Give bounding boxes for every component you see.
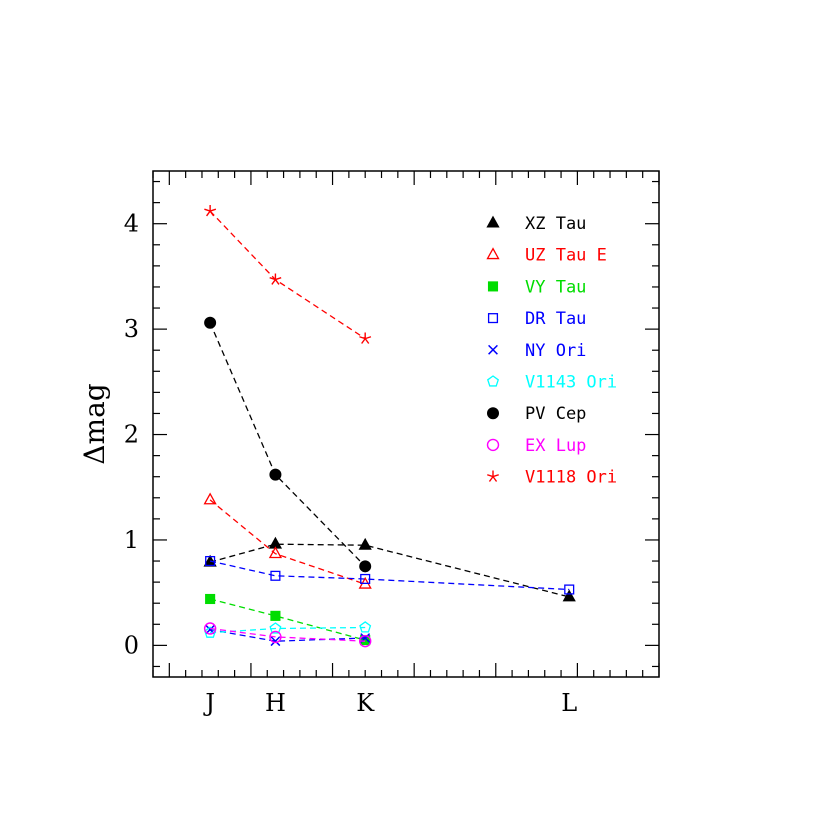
data-point <box>269 630 282 644</box>
legend-item: EX Lup <box>486 436 586 456</box>
legend-label: V1143 Ori <box>525 373 617 393</box>
data-point <box>204 205 217 217</box>
series-xz-tau <box>203 536 576 602</box>
legend-label: PV Cep <box>525 404 586 424</box>
data-point <box>270 610 281 621</box>
legend-marker <box>486 247 500 260</box>
y-tick-label: 2 <box>124 421 139 449</box>
data-point <box>268 546 283 559</box>
series-layer <box>203 205 576 648</box>
y-tick-label: 1 <box>124 526 139 554</box>
y-tick-label: 4 <box>124 210 139 238</box>
legend-item: DR Tau <box>487 309 586 329</box>
data-point <box>269 622 282 634</box>
x-tick-label: H <box>265 689 286 717</box>
legend-item: UZ Tau E <box>486 246 607 266</box>
legend-marker <box>487 375 499 387</box>
legend-label: DR Tau <box>525 309 586 329</box>
legend-marker <box>487 407 499 420</box>
data-point <box>205 555 216 567</box>
data-point <box>562 589 576 602</box>
data-point <box>204 316 217 329</box>
data-point <box>270 636 281 647</box>
legend-marker <box>487 470 499 482</box>
legend-item: V1143 Ori <box>487 373 617 393</box>
series-line <box>209 499 366 585</box>
data-point <box>358 634 372 648</box>
series-line <box>209 628 366 642</box>
legend-item: V1118 Ori <box>487 468 617 488</box>
series-line <box>209 210 366 340</box>
data-point <box>359 332 372 344</box>
legend-marker <box>488 344 498 355</box>
data-point <box>359 621 372 633</box>
legend-item: VY Tau <box>487 277 586 297</box>
legend-label: UZ Tau E <box>525 246 607 266</box>
y-axis-title: Δmag <box>78 383 111 464</box>
legend-label: XZ Tau <box>525 214 586 234</box>
legend-marker <box>487 313 499 324</box>
data-point <box>204 626 217 638</box>
series-line <box>210 627 366 642</box>
data-point <box>203 492 217 505</box>
legend-item: XZ Tau <box>486 214 586 234</box>
data-point <box>564 584 575 595</box>
y-tick-label: 0 <box>124 631 139 659</box>
legend-marker <box>486 215 500 228</box>
series-line <box>209 543 570 598</box>
legend-marker <box>487 281 499 292</box>
legend-label: V1118 Ori <box>525 468 617 488</box>
legend: XZ Tau UZ Tau E VY Tau DR Tau NY Ori V1143 Or… <box>486 214 617 488</box>
series-ex-lup <box>203 622 372 648</box>
legend-label: EX Lup <box>525 436 586 456</box>
data-point <box>359 560 372 573</box>
series-line <box>209 598 366 641</box>
data-point <box>269 468 282 481</box>
data-point <box>205 593 216 605</box>
data-point <box>360 573 371 585</box>
series-line <box>209 560 570 591</box>
axis-ticks: 0 1 2 3 4 J H K L <box>124 171 660 717</box>
series-dr-tau <box>205 555 575 595</box>
plot-frame <box>152 170 660 678</box>
data-point <box>358 537 372 550</box>
x-tick-label: L <box>561 689 577 717</box>
data-point <box>269 273 282 285</box>
series-pv-cep <box>204 316 372 573</box>
x-tick-label: J <box>202 689 215 717</box>
legend-item: PV Cep <box>487 404 586 424</box>
series-vy-tau <box>205 593 371 646</box>
series-uz-tau-e <box>203 492 372 589</box>
series-line <box>209 322 366 567</box>
data-point <box>203 622 217 635</box>
data-point <box>270 570 281 581</box>
x-tick-label: K <box>356 689 375 717</box>
legend-label: NY Ori <box>525 341 586 361</box>
y-tick-label: 3 <box>124 315 139 343</box>
series-v1118-ori <box>204 205 372 344</box>
legend-item: NY Ori <box>488 341 586 361</box>
legend-label: VY Tau <box>525 277 586 297</box>
legend-marker <box>486 438 500 452</box>
